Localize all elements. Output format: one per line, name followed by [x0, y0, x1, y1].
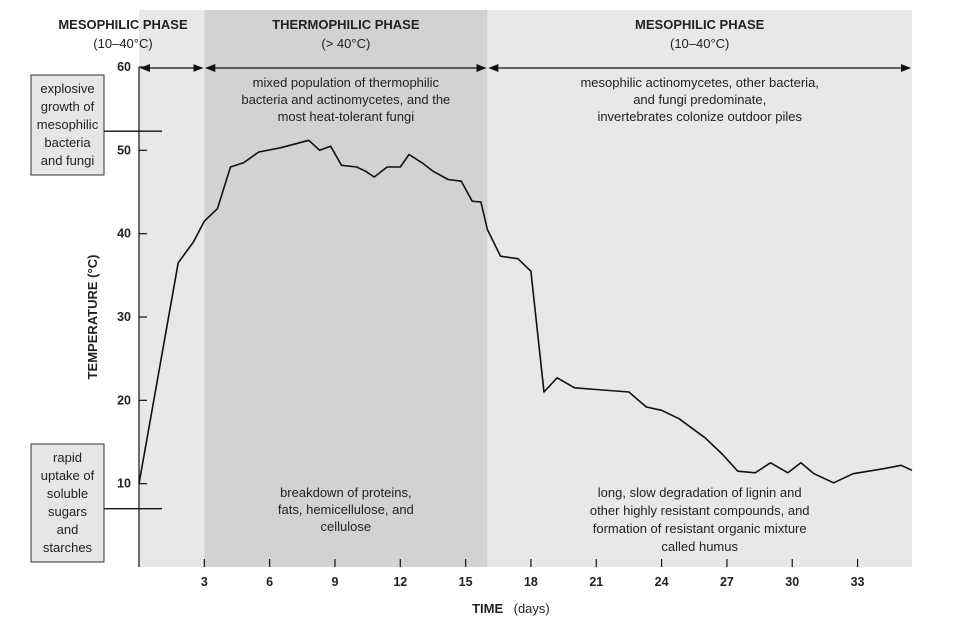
y-tick-label: 60	[117, 60, 131, 74]
phase-band-mesophilic-late	[487, 10, 912, 567]
ann-meso2-top-line: and fungi predominate,	[633, 92, 766, 107]
ann-thermo-top-line: mixed population of thermophilic	[253, 75, 440, 90]
x-axis-ticks: 3 6 9 12 15 18 21 24 27 30 33	[201, 559, 865, 589]
y-tick-label: 30	[117, 310, 131, 324]
ann-meso2-bottom-line: formation of resistant organic mixture	[593, 521, 807, 536]
ann-thermo-bottom-line: fats, hemicellulose, and	[278, 502, 414, 517]
side-top-line: mesophilic	[37, 117, 99, 132]
x-axis-title-label: TIME	[472, 601, 503, 616]
ann-meso2-bottom-line: called humus	[661, 539, 738, 554]
x-axis-title-unit: (days)	[514, 601, 550, 616]
phase-title-mesophilic-early: MESOPHILIC PHASE	[58, 17, 188, 32]
side-top-line: growth of	[41, 99, 95, 114]
side-box-rapid-uptake: rapid uptake of soluble sugars and starches	[30, 443, 162, 563]
y-axis-ticks: 10 20 30 40 50 60	[117, 60, 147, 491]
x-tick-label: 6	[266, 575, 273, 589]
side-bottom-frame	[30, 443, 105, 563]
x-tick-label: 9	[331, 575, 338, 589]
side-bottom-line: soluble	[47, 486, 88, 501]
phase-title-thermophilic: THERMOPHILIC PHASE	[272, 17, 420, 32]
ann-meso2-top-line: invertebrates colonize outdoor piles	[597, 109, 802, 124]
x-axis-title: TIME (days)	[472, 600, 550, 617]
annotation-thermophilic-organisms: mixed population of thermophilic bacteria…	[241, 75, 450, 124]
ann-thermo-top-line: bacteria and actinomycetes, and the	[241, 92, 450, 107]
ann-meso2-bottom-line: long, slow degradation of lignin and	[598, 485, 802, 500]
phase-range-thermophilic: (> 40°C)	[321, 36, 370, 51]
side-box-explosive-growth: explosive growth of mesophilic bacteria and …	[30, 74, 162, 176]
y-tick-label: 40	[117, 227, 131, 241]
annotation-thermophilic-breakdown: breakdown of proteins, fats, hemicellulos…	[278, 485, 414, 534]
side-top-frame	[30, 74, 105, 176]
x-tick-label: 30	[785, 575, 799, 589]
x-tick-label: 21	[589, 575, 603, 589]
side-top-line: explosive	[40, 81, 94, 96]
temperature-series-line	[138, 139, 913, 484]
side-bottom-line: rapid	[53, 450, 82, 465]
x-tick-label: 15	[459, 575, 473, 589]
x-tick-label: 18	[524, 575, 538, 589]
x-tick-label: 12	[393, 575, 407, 589]
y-axis-title: TEMPERATURE (°C)	[85, 255, 100, 380]
phase-range-mesophilic-early: (10–40°C)	[93, 36, 152, 51]
phase-range-mesophilic-late: (10–40°C)	[670, 36, 729, 51]
side-bottom-line: starches	[43, 540, 93, 555]
phase-band-thermophilic	[204, 10, 488, 567]
x-tick-label: 24	[655, 575, 669, 589]
y-tick-label: 50	[117, 143, 131, 157]
x-tick-label: 33	[851, 575, 865, 589]
side-bottom-line: uptake of	[41, 468, 95, 483]
annotation-late-mesophilic-organisms: mesophilic actinomycetes, other bacteria…	[580, 75, 818, 124]
side-bottom-line: and	[57, 522, 79, 537]
ann-meso2-top-line: mesophilic actinomycetes, other bacteria…	[580, 75, 818, 90]
y-tick-label: 10	[117, 477, 131, 491]
side-top-line: bacteria	[44, 135, 91, 150]
x-tick-label: 27	[720, 575, 734, 589]
x-tick-label: 3	[201, 575, 208, 589]
phase-title-mesophilic-late: MESOPHILIC PHASE	[635, 17, 765, 32]
annotation-late-mesophilic-degradation: long, slow degradation of lignin and othe…	[590, 485, 810, 554]
side-bottom-line: sugars	[48, 504, 88, 519]
ann-thermo-top-line: most heat-tolerant fungi	[278, 109, 415, 124]
side-top-line: and fungi	[41, 153, 95, 168]
phase-band-mesophilic-early	[139, 10, 205, 567]
ann-meso2-bottom-line: other highly resistant compounds, and	[590, 503, 810, 518]
y-tick-label: 20	[117, 393, 131, 407]
ann-thermo-bottom-line: cellulose	[321, 519, 372, 534]
ann-thermo-bottom-line: breakdown of proteins,	[280, 485, 412, 500]
